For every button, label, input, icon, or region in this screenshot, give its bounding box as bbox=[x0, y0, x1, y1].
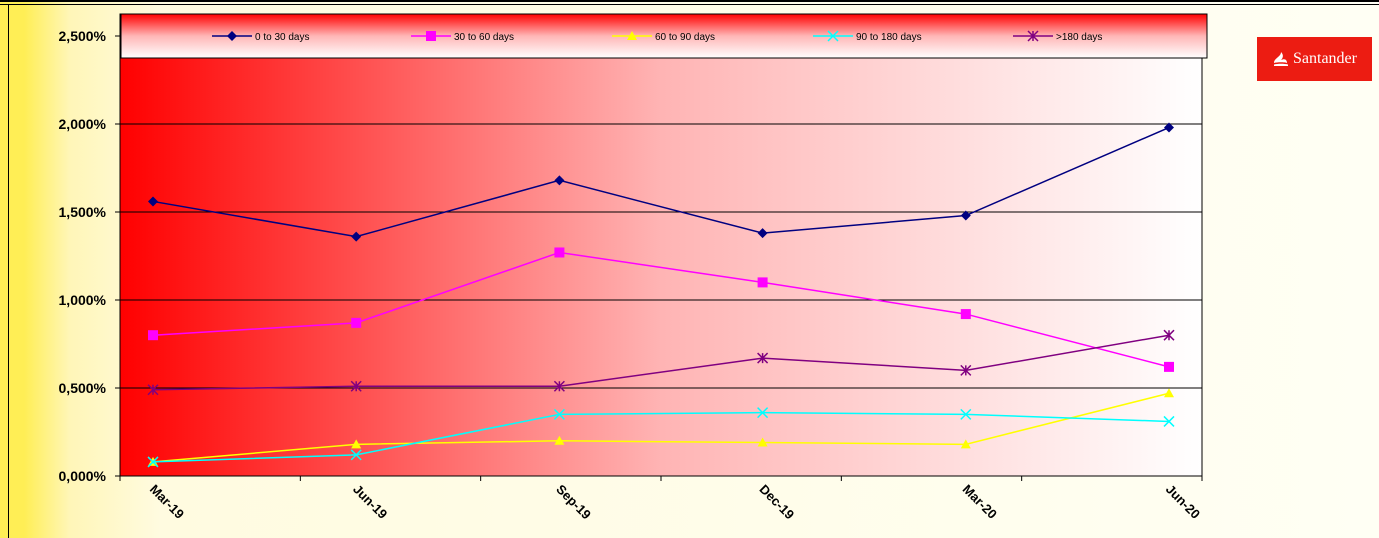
data-point bbox=[757, 228, 768, 239]
plot-area bbox=[119, 13, 1203, 477]
legend-label: 0 to 30 days bbox=[255, 32, 309, 43]
y-tick-label: 1,500% bbox=[59, 204, 107, 220]
legend: 0 to 30 days 30 to 60 days 60 to 90 days 90… bbox=[120, 13, 1208, 59]
x-tick-label: Mar-20 bbox=[960, 482, 1000, 522]
legend-label: 90 to 180 days bbox=[856, 32, 922, 43]
legend-item: 0 to 30 days bbox=[212, 31, 309, 43]
data-point bbox=[960, 408, 972, 420]
data-point bbox=[960, 210, 971, 221]
series-line bbox=[152, 411, 1170, 463]
legend-item: 60 to 90 days bbox=[612, 31, 715, 43]
y-tick-label: 0,000% bbox=[59, 468, 107, 484]
data-point bbox=[1163, 415, 1175, 427]
data-point bbox=[757, 352, 769, 364]
data-point bbox=[148, 330, 158, 341]
data-point bbox=[426, 31, 436, 41]
data-point bbox=[1027, 30, 1039, 42]
data-point bbox=[351, 439, 362, 449]
data-point bbox=[351, 317, 362, 328]
brand-name: Santander bbox=[1293, 50, 1357, 67]
series-line bbox=[152, 126, 1170, 238]
data-point bbox=[960, 364, 972, 376]
x-tick-label: Sep-19 bbox=[553, 482, 594, 523]
data-point bbox=[553, 380, 565, 392]
top-border-line-thin bbox=[0, 4, 1379, 5]
data-point bbox=[350, 380, 362, 392]
data-point bbox=[553, 408, 565, 420]
series bbox=[148, 247, 1174, 372]
data-point bbox=[148, 196, 158, 207]
x-tick-label: Jun-20 bbox=[1163, 482, 1203, 522]
data-point bbox=[827, 30, 839, 42]
x-tick-label: Mar-19 bbox=[147, 482, 187, 522]
series-line bbox=[152, 334, 1170, 391]
series-line bbox=[152, 251, 1170, 368]
data-point bbox=[960, 439, 971, 449]
series-line bbox=[152, 392, 1170, 463]
legend-label: 60 to 90 days bbox=[655, 32, 715, 43]
data-point bbox=[554, 175, 565, 186]
top-border-line bbox=[0, 0, 1379, 2]
left-border-line bbox=[8, 5, 9, 538]
data-point bbox=[960, 309, 971, 320]
x-tick-label: Dec-19 bbox=[756, 482, 797, 523]
data-point bbox=[227, 31, 237, 41]
legend-label: >180 days bbox=[1056, 32, 1102, 43]
data-point bbox=[757, 277, 768, 288]
y-tick-label: 2,000% bbox=[59, 116, 107, 132]
data-point bbox=[350, 449, 362, 461]
y-tick-label: 0,500% bbox=[59, 380, 107, 396]
data-point bbox=[554, 247, 565, 258]
legend-item: 30 to 60 days bbox=[411, 31, 514, 43]
series-group bbox=[147, 122, 1175, 468]
series bbox=[147, 329, 1175, 396]
santander-logo: Santander bbox=[1257, 37, 1372, 81]
data-point bbox=[351, 231, 362, 242]
series bbox=[148, 122, 1174, 242]
legend-item: 90 to 180 days bbox=[813, 30, 922, 43]
data-point bbox=[147, 384, 159, 396]
legend-label: 30 to 60 days bbox=[454, 32, 514, 43]
data-point bbox=[1164, 361, 1174, 372]
data-point bbox=[147, 456, 159, 468]
series bbox=[147, 407, 1175, 468]
y-tick-label: 2,500% bbox=[59, 28, 107, 44]
y-tick-label: 1,000% bbox=[59, 292, 107, 308]
data-point bbox=[757, 437, 768, 447]
data-point bbox=[1164, 388, 1174, 398]
x-axis-ticks: Mar-19 Jun-19 Sep-19 Dec-19 Mar-20 Jun-20 bbox=[119, 476, 1203, 523]
data-point bbox=[1163, 329, 1175, 341]
data-point bbox=[757, 407, 769, 419]
data-point bbox=[554, 435, 565, 445]
legend-item: >180 days bbox=[1013, 30, 1102, 43]
y-axis-ticks: 0,000% 0,500% 1,000% 1,500% 2,000% 2,500% bbox=[59, 28, 120, 484]
data-point bbox=[627, 31, 637, 40]
flame-icon bbox=[1274, 52, 1288, 66]
data-point bbox=[1164, 122, 1174, 133]
x-tick-label: Jun-19 bbox=[350, 482, 390, 522]
